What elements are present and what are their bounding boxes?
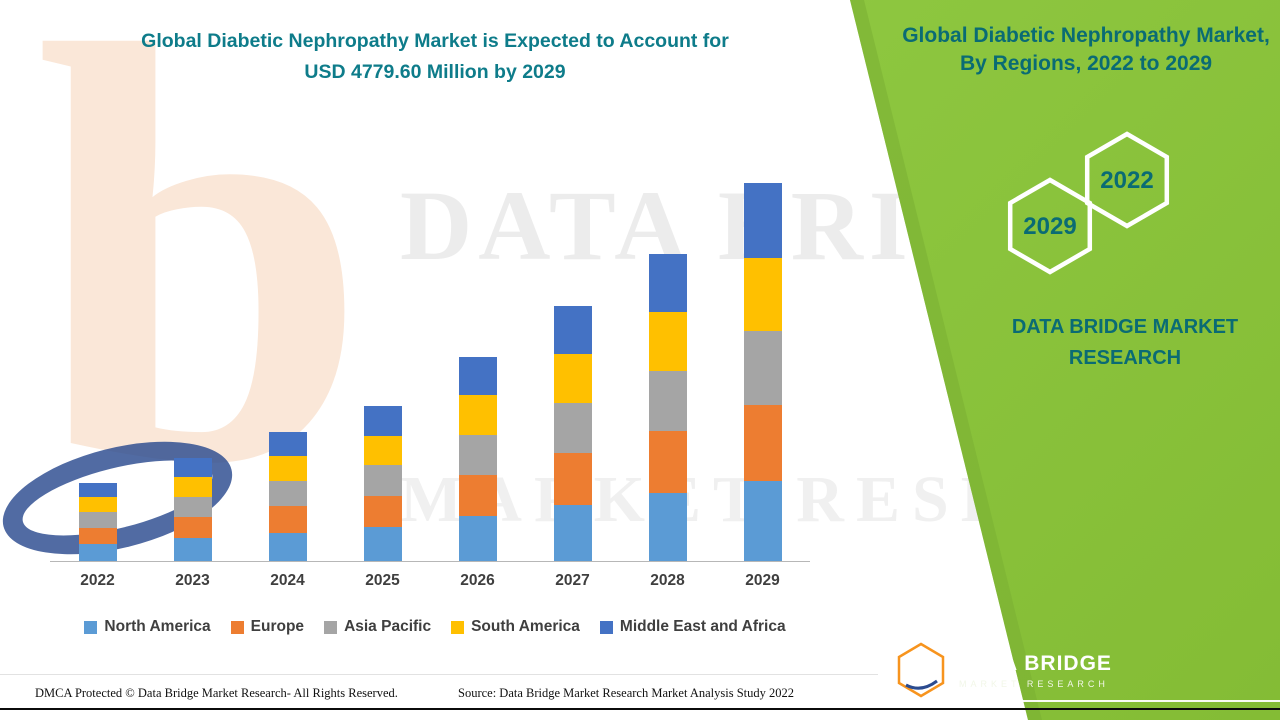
bar-segment-north-america (458, 515, 497, 561)
hexagon-year-2022: 2022 (1100, 167, 1153, 194)
legend-item-europe: Europe (230, 618, 305, 636)
stacked-bar-2024 (268, 432, 307, 561)
bar-segment-south-america (743, 258, 782, 331)
bar-segment-north-america (553, 504, 592, 561)
stacked-bar-2025 (363, 406, 402, 561)
legend-swatch (230, 620, 244, 634)
bar-segment-asia-pacific (648, 370, 687, 432)
stacked-bar-2029 (743, 183, 782, 561)
legend-swatch (324, 620, 338, 634)
bar-segment-north-america (648, 493, 687, 561)
legend-item-asia-pacific: Asia Pacific (324, 618, 431, 636)
footer-divider (0, 674, 878, 675)
bar-segment-south-america (648, 311, 687, 371)
legend-item-middle-east-and-africa: Middle East and Africa (599, 618, 786, 636)
legend-label: Middle East and Africa (619, 618, 786, 635)
bar-segment-middle-east-and-africa (268, 432, 307, 457)
dmca-notice: DMCA Protected © Data Bridge Market Rese… (35, 686, 398, 700)
hexagon-2022-outline (1084, 131, 1170, 229)
bar-segment-south-america (173, 477, 212, 497)
logo-hexagon-icon: b (897, 642, 945, 698)
bar-group (50, 180, 810, 562)
x-tick-label-2022: 2022 (80, 572, 115, 589)
legend-label: South America (471, 618, 580, 635)
legend-item-north-america: North America (84, 618, 211, 636)
bar-segment-asia-pacific (173, 496, 212, 518)
bar-segment-middle-east-and-africa (78, 482, 117, 498)
bar-segment-europe (173, 517, 212, 539)
bar-segment-asia-pacific (553, 403, 592, 454)
bar-segment-middle-east-and-africa (648, 253, 687, 312)
year-hexagons: 2029 2022 (1007, 131, 1170, 275)
bar-segment-middle-east-and-africa (173, 457, 212, 478)
logo-hexagon-outline (897, 642, 945, 698)
bar-segment-north-america (268, 532, 307, 561)
stacked-bar-2028 (648, 253, 687, 561)
stacked-bar-2027 (553, 306, 592, 561)
logo-brand-name: DATA BRIDGE (959, 651, 1112, 675)
bar-segment-south-america (363, 435, 402, 466)
bar-segment-asia-pacific (268, 481, 307, 507)
legend-item-south-america: South America (451, 618, 580, 636)
bar-segment-middle-east-and-africa (553, 306, 592, 355)
legend: North America Europe Asia Pacific South Ame… (40, 618, 830, 636)
chart-title: Global Diabetic Nephropathy Market is Ex… (60, 26, 810, 88)
bar-segment-asia-pacific (458, 434, 497, 475)
bar-segment-europe (648, 431, 687, 493)
bar-segment-asia-pacific (78, 512, 117, 528)
bar-segment-north-america (363, 527, 402, 561)
panel-title: Global Diabetic Nephropathy Market, By R… (902, 24, 1270, 76)
logo-letter: b (911, 651, 931, 691)
bar-segment-europe (458, 474, 497, 516)
panel-brand-text: DATA BRIDGE MARKET RESEARCH (1011, 316, 1239, 369)
bar-segment-europe (553, 453, 592, 505)
x-tick-label-2027: 2027 (555, 572, 590, 589)
bar-segment-middle-east-and-africa (458, 356, 497, 396)
bar-segment-europe (78, 527, 117, 544)
bar-segment-south-america (78, 497, 117, 513)
stacked-bar-chart: 2022 2023 2024 2025 2026 2027 2028 2029 (50, 180, 810, 590)
bar-segment-south-america (458, 395, 497, 435)
bar-segment-europe (268, 506, 307, 533)
bar-segment-south-america (268, 456, 307, 482)
stacked-bar-2023 (173, 457, 212, 561)
bar-segment-north-america (173, 538, 212, 561)
stacked-bar-2026 (458, 356, 497, 561)
legend-label: Europe (250, 618, 305, 635)
bar-segment-middle-east-and-africa (743, 183, 782, 259)
chart-title-line1: Global Diabetic Nephropathy Market is Ex… (141, 30, 729, 52)
logo-text-block: DATA BRIDGE MARKET RESEARCH (959, 652, 1112, 689)
x-axis-labels: 2022 2023 2024 2025 2026 2027 2028 2029 (50, 572, 810, 590)
legend-swatch (451, 620, 465, 634)
x-tick-label-2029: 2029 (745, 572, 780, 589)
bar-segment-europe (743, 405, 782, 482)
bar-segment-middle-east-and-africa (363, 406, 402, 436)
legend-label: North America (104, 618, 211, 635)
x-tick-label-2026: 2026 (460, 572, 495, 589)
logo-sub-name: MARKET RESEARCH (959, 678, 1109, 689)
x-tick-label-2024: 2024 (270, 572, 305, 589)
x-tick-label-2028: 2028 (650, 572, 685, 589)
bar-segment-europe (363, 495, 402, 527)
source-note: Source: Data Bridge Market Research Mark… (458, 686, 795, 700)
panel-bottom-white-line (878, 700, 1280, 702)
legend-swatch (599, 620, 613, 634)
bar-segment-north-america (78, 543, 117, 561)
logo-swoosh (905, 679, 938, 690)
bar-segment-north-america (743, 481, 782, 561)
data-bridge-logo: b DATA BRIDGE MARKET RESEARCH (893, 640, 1112, 700)
legend-swatch (84, 620, 98, 634)
bottom-black-line (0, 708, 1280, 710)
hexagon-year-2029: 2029 (1023, 213, 1076, 240)
x-tick-label-2023: 2023 (175, 572, 210, 589)
bar-segment-asia-pacific (363, 465, 402, 496)
chart-title-line2: USD 4779.60 Million by 2029 (304, 61, 566, 84)
x-tick-label-2025: 2025 (365, 572, 400, 589)
stacked-bar-2022 (78, 482, 117, 561)
legend-label: Asia Pacific (344, 618, 432, 635)
bar-segment-asia-pacific (743, 330, 782, 406)
bar-segment-south-america (553, 354, 592, 404)
